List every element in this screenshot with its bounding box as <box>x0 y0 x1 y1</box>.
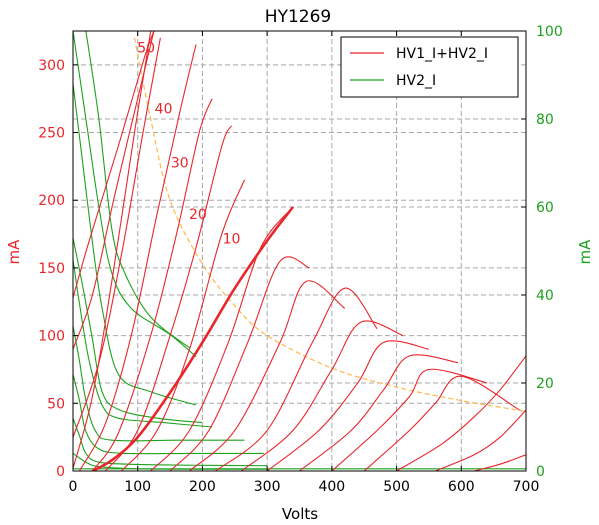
x-tick-label: 600 <box>448 479 475 495</box>
x-tick-label: 0 <box>69 479 78 495</box>
legend-label-total: HV1_I+HV2_I <box>396 46 488 62</box>
x-tick-label: 700 <box>513 479 540 495</box>
total-curve <box>331 368 488 471</box>
legend: HV1_I+HV2_I HV2_I <box>340 36 519 98</box>
total-curve <box>91 98 213 471</box>
y-tick-label-left: 250 <box>38 126 65 142</box>
hv2-curve <box>73 418 268 467</box>
y-tick-label-left: 50 <box>47 396 65 412</box>
x-axis-label: Volts <box>282 505 318 523</box>
y-axis-label-right: mA <box>576 239 594 265</box>
total-curve <box>266 340 430 471</box>
y-tick-label-left: 200 <box>38 193 65 209</box>
hv2-curve <box>73 237 203 424</box>
x-tick-label: 200 <box>189 479 216 495</box>
dissipation-label: 30 <box>171 156 189 172</box>
y-tick-label-right: 80 <box>536 112 554 128</box>
y-tick-label-right: 100 <box>536 24 563 40</box>
total-curve <box>169 256 310 471</box>
grid <box>72 30 527 472</box>
total-curve <box>79 44 197 471</box>
y-tick-label-right: 60 <box>536 200 554 216</box>
dissipation-label: 20 <box>189 207 207 223</box>
total-curve-highlight <box>91 206 295 471</box>
dissipation-curve <box>133 37 526 412</box>
total-curve <box>73 31 155 298</box>
total-curve <box>435 409 526 471</box>
y-tick-label-left: 150 <box>38 261 65 277</box>
y-tick-label-left: 300 <box>38 58 65 74</box>
x-tick-label: 300 <box>254 479 281 495</box>
total-curve <box>189 280 346 471</box>
hv2-curve <box>85 31 190 349</box>
total-curve <box>474 454 526 471</box>
x-tick-label: 400 <box>318 479 345 495</box>
curves: 50 40 30 20 10 <box>73 31 526 471</box>
y-tick-label-left: 100 <box>38 329 65 345</box>
y-tick-label-right: 40 <box>536 288 554 304</box>
hv2-curve <box>73 325 245 442</box>
total-curve <box>121 179 246 471</box>
total-curve <box>240 320 404 471</box>
axis-ticks: 0 100 200 300 400 500 600 700050100150200250300… <box>38 24 562 495</box>
total-curve <box>299 354 459 471</box>
total-curve <box>215 287 378 471</box>
total-curve <box>73 37 161 438</box>
hv2-curve <box>73 83 197 406</box>
x-tick-label: 100 <box>124 479 151 495</box>
total-curve <box>104 125 232 471</box>
y-tick-label-right: 20 <box>536 376 554 392</box>
chart-title: HY1269 <box>265 7 331 27</box>
total-curve <box>363 375 520 471</box>
total-curve <box>396 355 526 471</box>
total-curve <box>73 31 152 469</box>
total-curve <box>73 31 155 350</box>
dissipation-label: 10 <box>223 232 241 248</box>
y-axis-label-left: mA <box>5 239 23 265</box>
x-tick-label: 500 <box>383 479 410 495</box>
y-tick-label-left: 0 <box>56 464 65 480</box>
legend-label-hv2: HV2_I <box>396 73 436 89</box>
legend-box <box>340 36 519 98</box>
dissipation-label: 50 <box>137 41 155 57</box>
plot-frame <box>72 30 527 472</box>
dissipation-label: 40 <box>155 102 173 118</box>
y-tick-label-right: 0 <box>536 464 545 480</box>
hv2-curve <box>73 259 213 428</box>
total-curve <box>150 206 294 471</box>
